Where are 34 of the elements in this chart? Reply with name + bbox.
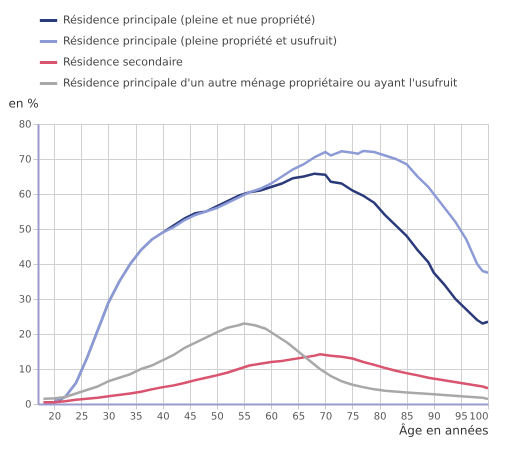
x-tick-label: 40 (156, 412, 170, 422)
y-tick-label: 70 (18, 154, 32, 166)
x-tick-label: 100 (469, 412, 488, 422)
y-tick-label: 40 (18, 260, 32, 270)
y-tick-label: 10 (18, 364, 32, 376)
x-tick-label: 70 (319, 412, 332, 422)
y-tick-label: 20 (18, 330, 32, 340)
x-axis-title: Âge en années (399, 422, 488, 438)
x-tick-label: 85 (400, 412, 414, 422)
y-tick-label: 80 (18, 120, 32, 130)
x-tick-label: 75 (346, 412, 360, 422)
x-tick-label: 55 (238, 412, 251, 422)
legend-label: Résidence principale (pleine propriété et usufruit) (63, 34, 337, 48)
x-tick-label: 30 (102, 412, 116, 422)
x-tick-label: 80 (374, 412, 386, 422)
y-tick-label: 50 (18, 224, 32, 236)
y-tick-label: 0 (25, 400, 32, 410)
x-tick-label: 20 (48, 412, 62, 422)
x-tick-label: 25 (76, 412, 88, 422)
line-series (42, 322, 488, 400)
x-tick-label: 35 (130, 412, 142, 422)
x-tick-label: 45 (184, 412, 197, 422)
x-tick-label: 65 (292, 412, 306, 422)
x-tick-label: 60 (265, 412, 278, 422)
line-series (42, 353, 488, 404)
legend-label: Résidence secondaire (63, 56, 184, 68)
y-tick-label: 60 (18, 190, 32, 200)
y-axis-title: en % (8, 96, 39, 110)
legend-label: Résidence principale d'un autre ménage propriétaire ou ayant l'usufruit (63, 76, 458, 90)
y-tick-label: 30 (18, 294, 32, 306)
legend-label: Résidence principale (pleine et nue propriété) (63, 14, 316, 26)
x-tick-label: 95 (455, 412, 468, 422)
x-tick-label: 50 (211, 412, 224, 422)
x-tick-label: 90 (428, 412, 441, 422)
